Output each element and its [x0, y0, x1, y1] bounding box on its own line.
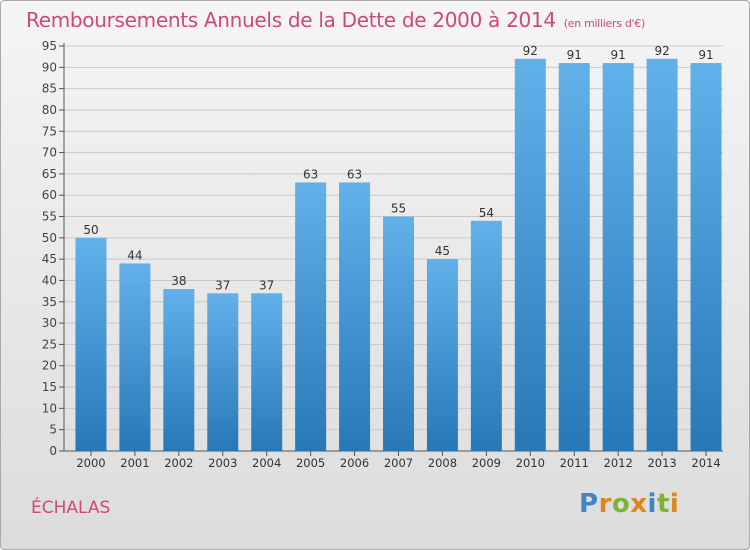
y-tick-label: 50 — [42, 231, 57, 245]
y-tick-label: 55 — [42, 210, 57, 224]
bar-2006 — [339, 182, 371, 451]
logo-letter: i — [647, 489, 657, 519]
label-layer: 50 2000 44 2001 38 2002 37 2003 37 2004 63 2005 63 20… — [76, 44, 720, 470]
y-tick-label: 85 — [42, 82, 57, 96]
x-tick-label: 2006 — [340, 456, 369, 470]
bar-value-label: 37 — [259, 278, 274, 292]
y-tick-label: 30 — [42, 316, 57, 330]
logo-letter: i — [669, 489, 680, 519]
bar-value-label: 54 — [479, 206, 494, 220]
y-tick-label: 75 — [42, 124, 57, 138]
bar-2001 — [119, 263, 151, 451]
bar-2008 — [426, 259, 458, 451]
y-tick-label: 40 — [42, 273, 57, 287]
bar-value-label: 44 — [127, 248, 142, 262]
bar-value-label: 45 — [435, 244, 450, 258]
bar-2000 — [75, 237, 107, 451]
bar-2014 — [690, 63, 722, 451]
logo-letter: o — [611, 489, 631, 519]
x-tick-label: 2001 — [120, 456, 149, 470]
bar-value-label: 91 — [611, 48, 626, 62]
y-tick-label: 5 — [49, 423, 57, 437]
y-tick-label: 10 — [42, 401, 57, 415]
bar-value-label: 38 — [171, 274, 186, 288]
y-tick-label: 65 — [42, 167, 57, 181]
bar-2011 — [558, 63, 590, 451]
commune-name: ÉCHALAS — [31, 498, 111, 518]
x-tick-label: 2009 — [472, 456, 501, 470]
chart-unit-label: (en milliers d'€) — [563, 17, 645, 30]
x-tick-label: 2010 — [516, 456, 545, 470]
bar-2012 — [602, 63, 634, 451]
proxiti-logo: Proxiti — [579, 489, 679, 519]
y-tick-label: 45 — [42, 252, 57, 266]
logo-letter: t — [656, 489, 670, 519]
bar-2003 — [207, 293, 239, 451]
x-tick-label: 2014 — [691, 456, 720, 470]
bar-value-label: 92 — [654, 44, 669, 58]
x-tick-label: 2007 — [384, 456, 413, 470]
bar-2005 — [295, 182, 327, 451]
bar-2007 — [383, 216, 414, 451]
bar-value-label: 50 — [83, 223, 98, 237]
x-tick-label: 2000 — [76, 456, 105, 470]
bar-2004 — [251, 293, 283, 451]
bar-value-label: 63 — [303, 167, 318, 181]
y-tick-label: 25 — [42, 337, 57, 351]
y-tick-label: 35 — [42, 295, 57, 309]
y-tick-label: 20 — [42, 359, 57, 373]
logo-letter: r — [598, 489, 612, 519]
y-tick-label: 80 — [42, 103, 57, 117]
bar-value-label: 92 — [523, 44, 538, 58]
bar-value-label: 91 — [698, 48, 713, 62]
y-tick-label: 90 — [42, 60, 57, 74]
y-tick-label: 15 — [42, 380, 57, 394]
logo-letter: x — [630, 489, 648, 519]
bar-2009 — [470, 220, 502, 451]
bar-value-label: 91 — [567, 48, 582, 62]
bar-2010 — [514, 58, 546, 451]
bar-2013 — [646, 58, 678, 451]
chart-title-text: Remboursements Annuels de la Dette de 20… — [26, 8, 556, 32]
x-tick-label: 2004 — [252, 456, 281, 470]
x-tick-label: 2008 — [428, 456, 457, 470]
bar-value-label: 55 — [391, 202, 406, 216]
y-tick-label: 70 — [42, 146, 57, 160]
x-tick-label: 2002 — [164, 456, 193, 470]
logo-letter: P — [579, 489, 599, 519]
x-tick-label: 2003 — [208, 456, 237, 470]
chart-title: Remboursements Annuels de la Dette de 20… — [26, 8, 645, 32]
y-tick-label: 0 — [49, 444, 57, 458]
bar-value-label: 63 — [347, 167, 362, 181]
y-tick-label: 60 — [42, 188, 57, 202]
bar-2002 — [163, 289, 195, 451]
x-tick-label: 2013 — [647, 456, 676, 470]
bar-layer — [75, 58, 722, 451]
y-tick-label: 95 — [42, 39, 57, 53]
bar-value-label: 37 — [215, 278, 230, 292]
x-tick-label: 2011 — [560, 456, 589, 470]
x-tick-label: 2012 — [604, 456, 633, 470]
x-tick-label: 2005 — [296, 456, 325, 470]
